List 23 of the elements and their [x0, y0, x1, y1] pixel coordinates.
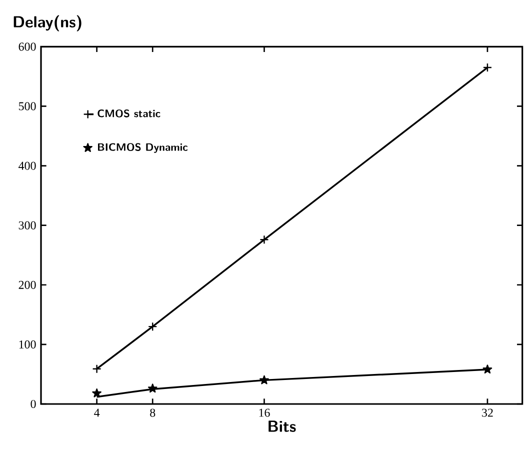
- legend-label: BICMOS Dynamic: [98, 143, 188, 153]
- y-tick-label: 100: [19, 340, 36, 349]
- y-tick-label: 0: [30, 400, 36, 408]
- point: [92, 388, 102, 398]
- point: [260, 235, 269, 244]
- point: [482, 62, 492, 72]
- point: [148, 322, 158, 332]
- x-tick-label: 4: [94, 408, 100, 417]
- y-tick-label: 300: [18, 221, 36, 230]
- x-tick-label: 32: [482, 408, 493, 417]
- x-axis-title: Bits: [268, 420, 296, 432]
- point: [92, 364, 102, 374]
- y-tick-label: 600: [18, 42, 36, 51]
- point: [482, 364, 492, 374]
- x-tick-label: 16: [259, 408, 270, 417]
- legend-label: CMOS static: [98, 109, 160, 118]
- point: [260, 375, 269, 384]
- y-tick-label: 200: [18, 280, 36, 289]
- y-tick-label: 400: [18, 162, 36, 170]
- x-tick-label: 8: [150, 408, 156, 417]
- point: [148, 384, 158, 393]
- y-axis-title: Delay(ns): [14, 15, 82, 32]
- y-tick-label: 500: [18, 102, 36, 110]
